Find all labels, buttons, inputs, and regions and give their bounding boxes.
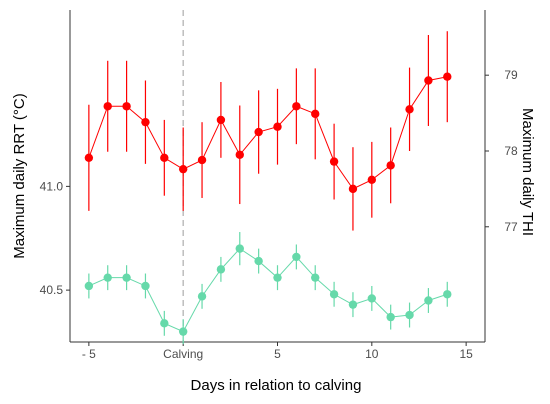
series-group [84, 31, 452, 345]
thi-point [405, 105, 414, 114]
rrt-point [424, 296, 433, 305]
thi-point [141, 117, 150, 127]
thi-point [254, 127, 263, 137]
thi-point [235, 150, 244, 159]
thi-point [386, 161, 395, 170]
left-y-tick-label: 40.5 [40, 283, 64, 297]
left-y-axis-title: Maximum daily RRT (°C) [11, 93, 28, 258]
rrt-point [443, 290, 452, 299]
thi-point [348, 184, 358, 194]
rrt-point [160, 319, 169, 328]
thi-point [160, 153, 169, 163]
thi-point [329, 157, 339, 166]
right-y-tick-label: 78 [504, 144, 518, 158]
x-axis-title: Days in relation to calving [191, 377, 362, 394]
thi-point [103, 102, 112, 111]
rrt-series [84, 232, 452, 345]
x-tick-label: 10 [365, 347, 379, 361]
rrt-point [254, 256, 263, 266]
rrt-point [178, 327, 188, 336]
thi-point [84, 153, 94, 163]
right-y-axis-title: Maximum daily THI [519, 108, 536, 236]
left-y-ticks: 40.5 41.0 [40, 179, 70, 297]
x-tick-label: Calving [163, 347, 203, 361]
thi-point [443, 72, 452, 81]
thi-point [367, 175, 377, 184]
right-y-tick-label: 77 [504, 220, 518, 234]
x-tick-label: 15 [459, 347, 473, 361]
left-y-tick-label: 41.0 [40, 179, 64, 193]
right-y-ticks: 77 78 79 [485, 68, 518, 234]
rrt-point [311, 273, 320, 282]
rrt-point [367, 294, 377, 303]
rrt-point [141, 281, 150, 291]
thi-line [88, 76, 448, 190]
rrt-line [88, 247, 448, 333]
rrt-point [197, 292, 207, 301]
thi-point [122, 102, 131, 111]
rrt-point [122, 273, 131, 282]
rrt-point [84, 281, 94, 291]
rrt-point [329, 290, 339, 299]
thi-point [178, 164, 188, 174]
rrt-point [292, 252, 301, 262]
rrt-point [405, 310, 414, 320]
axes [69, 10, 486, 343]
rrt-point [103, 273, 112, 282]
x-tick-label: - 5 [82, 347, 96, 361]
rrt-point [235, 244, 244, 253]
thi-point [273, 122, 282, 131]
rrt-point [216, 265, 226, 274]
x-ticks: - 5 Calving 5 10 15 [82, 342, 473, 361]
thi-point [197, 155, 207, 165]
rrt-point [348, 300, 358, 309]
thi-point [311, 109, 320, 119]
rrt-point [386, 312, 395, 322]
thi-series [84, 31, 452, 231]
rrt-point [273, 273, 282, 282]
right-y-tick-label: 79 [504, 68, 518, 82]
thi-point [216, 115, 226, 125]
thi-point [424, 76, 433, 85]
x-tick-label: 5 [274, 347, 281, 361]
thi-point [292, 102, 301, 111]
